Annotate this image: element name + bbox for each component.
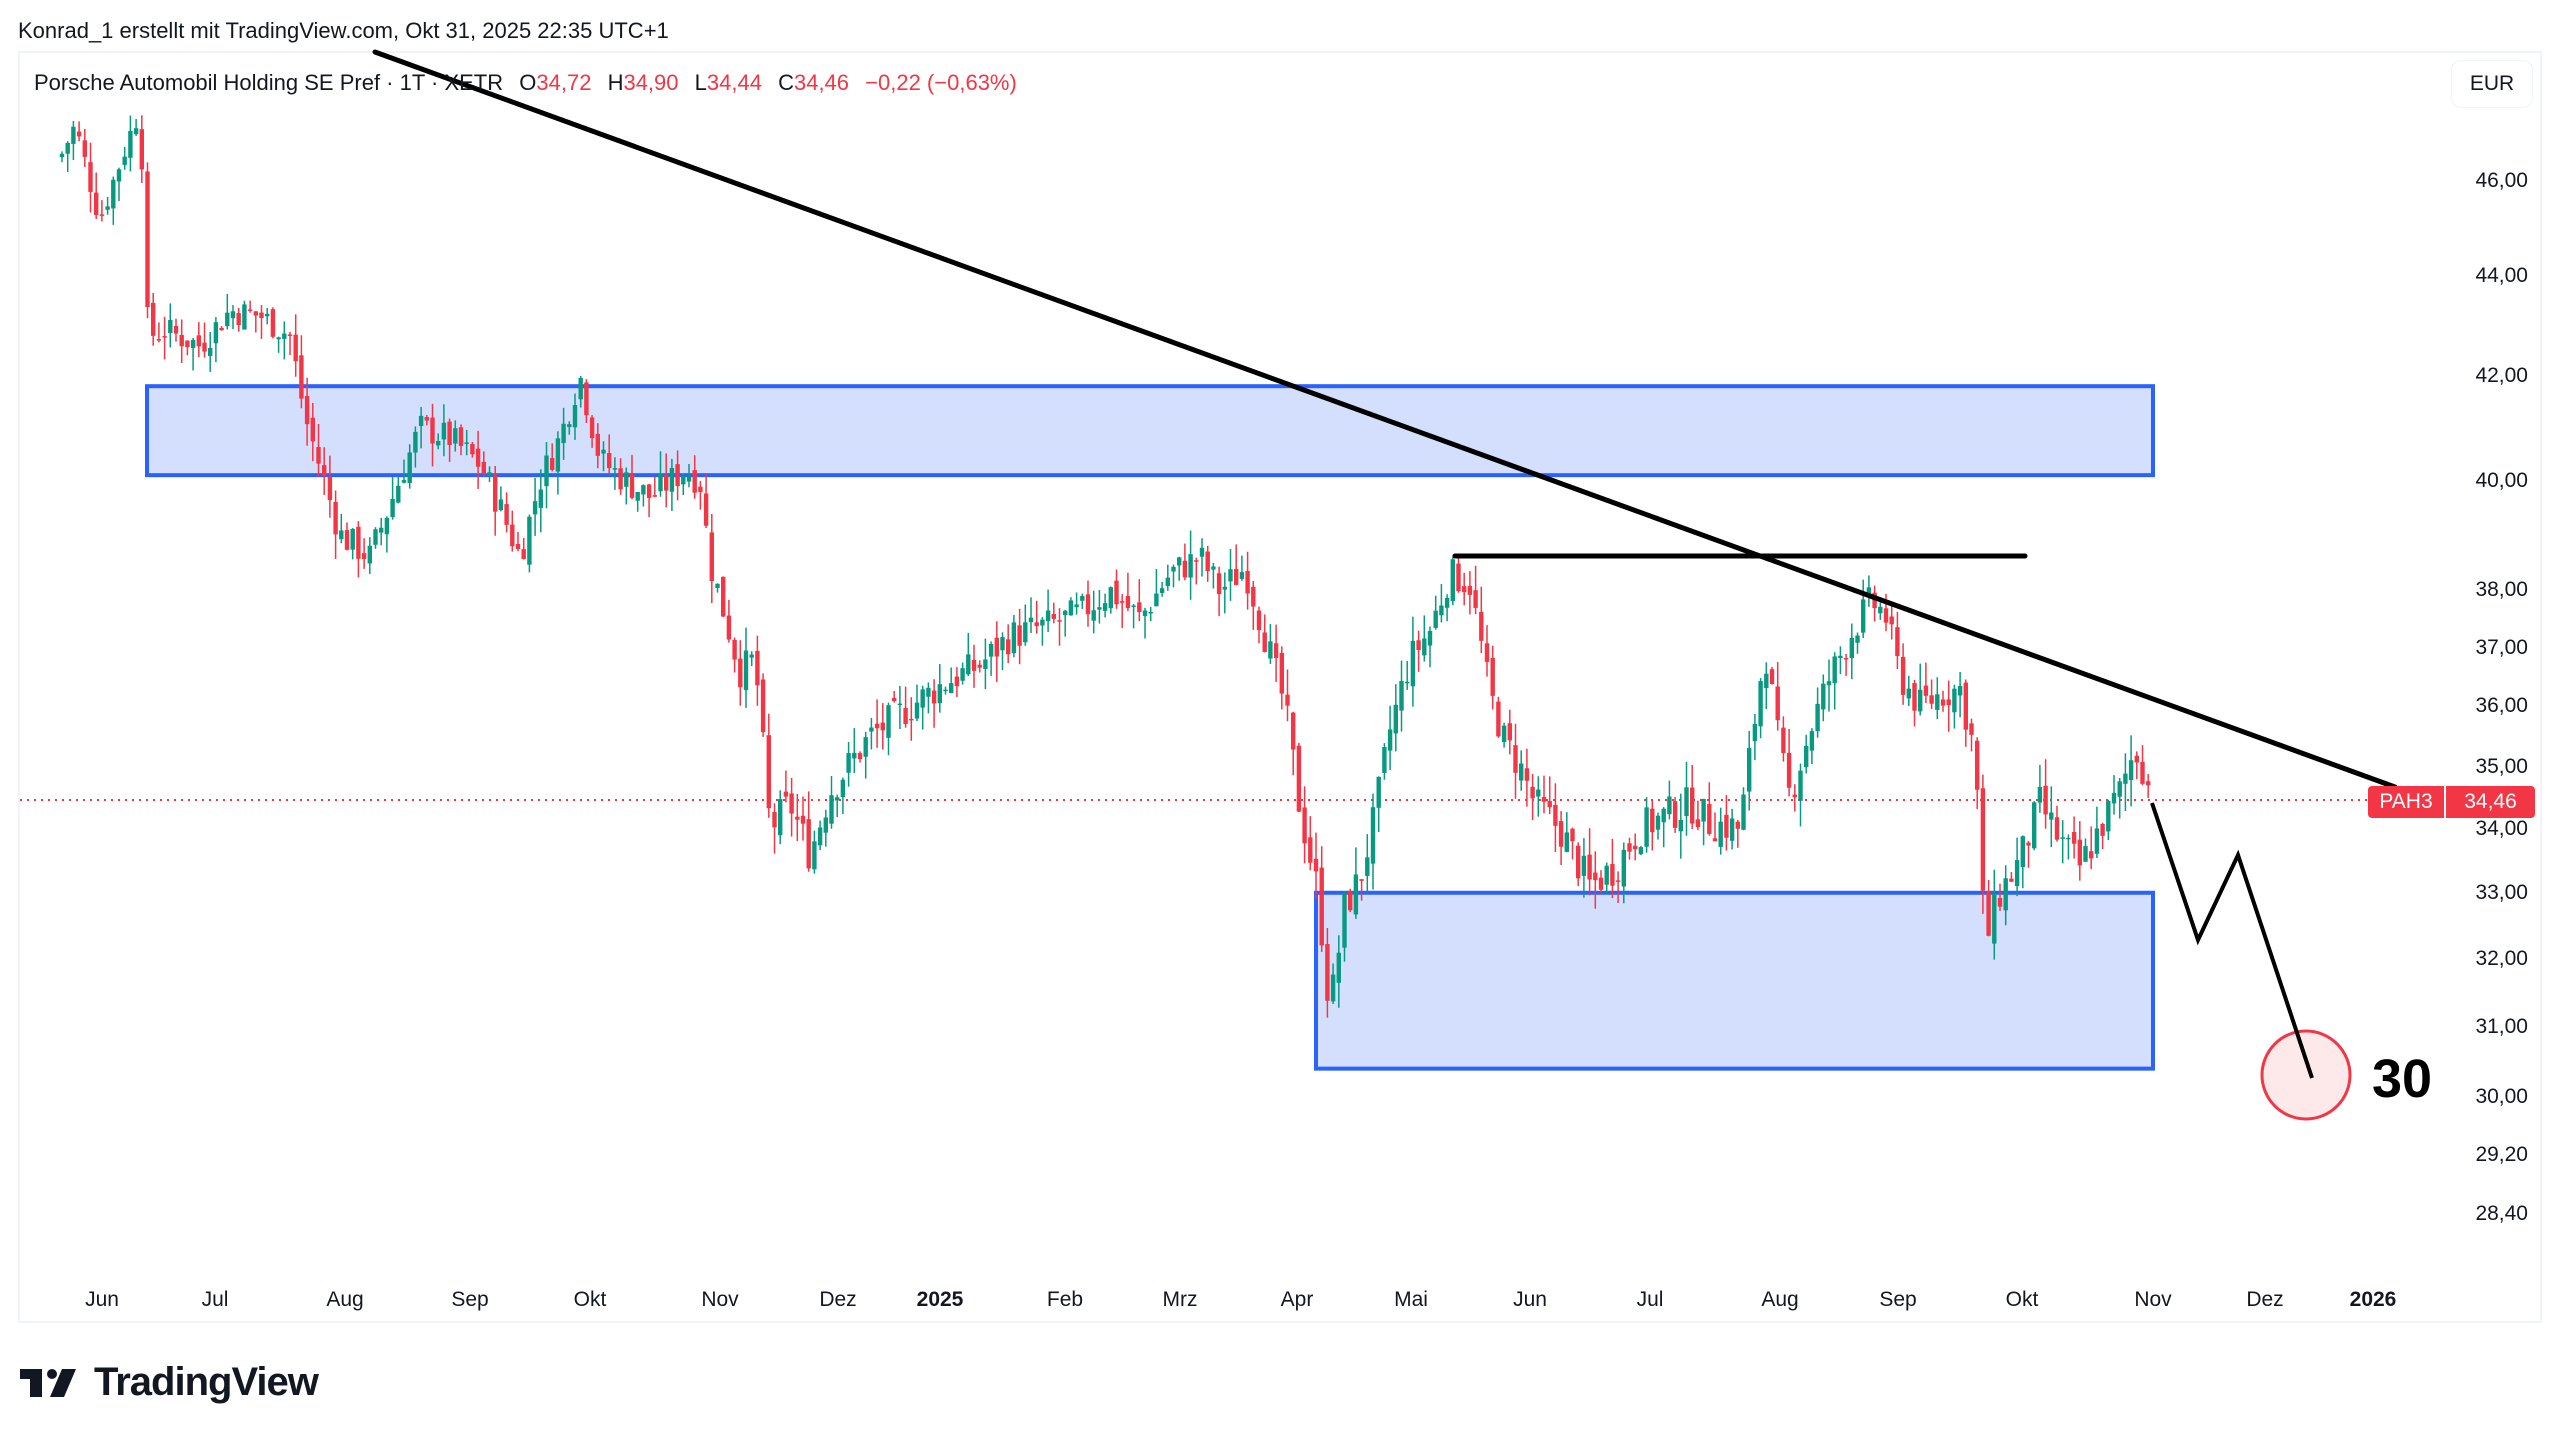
- low-value: 34,44: [706, 70, 762, 95]
- price-tick: 30,00: [2475, 1085, 2528, 1108]
- time-tick: Okt: [2005, 1288, 2039, 1311]
- currency-button[interactable]: EUR: [2451, 60, 2533, 108]
- time-tick: Dez: [819, 1288, 857, 1311]
- symbol-legend: Porsche Automobil Holding SE Pref · 1T ·…: [34, 70, 1017, 96]
- last-price-label: 34,46: [2446, 786, 2535, 818]
- tradingview-logo[interactable]: TradingView: [20, 1360, 319, 1405]
- time-tick: Okt: [573, 1288, 607, 1311]
- target-circle[interactable]: [2260, 1029, 2352, 1121]
- time-tick: Aug: [326, 1288, 364, 1311]
- price-tick: 29,20: [2475, 1142, 2528, 1166]
- time-tick: Apr: [1280, 1288, 1314, 1311]
- price-tick: 46,00: [2475, 169, 2528, 192]
- candlestick-series: [59, 115, 2151, 1018]
- tradingview-logo-icon: [20, 1368, 76, 1397]
- close-key: C: [778, 70, 794, 95]
- price-tick: 42,00: [2475, 363, 2528, 387]
- price-tick: 37,00: [2475, 635, 2528, 659]
- price-tick: 44,00: [2475, 264, 2528, 288]
- lower-support-zone[interactable]: [1314, 890, 2155, 1071]
- low-key: L: [694, 70, 707, 95]
- last-price-symbol-label: PAH3: [2368, 786, 2444, 818]
- time-tick: 2026: [2349, 1288, 2397, 1311]
- time-tick: Sep: [1879, 1288, 1917, 1311]
- descending-trendline[interactable]: [372, 49, 2398, 790]
- price-tick: 40,00: [2475, 468, 2528, 492]
- price-tick: 32,00: [2475, 946, 2528, 970]
- time-tick: Jun: [85, 1288, 119, 1311]
- time-tick: 2025: [916, 1288, 964, 1311]
- target-price-text: 30: [2372, 1049, 2433, 1109]
- time-tick: Mai: [1394, 1288, 1428, 1311]
- price-tick: 33,00: [2475, 880, 2528, 904]
- high-key: H: [607, 70, 624, 95]
- price-tick: 36,00: [2475, 694, 2528, 718]
- projection-path[interactable]: [2150, 802, 2314, 1079]
- close-value: 34,46: [793, 70, 850, 95]
- high-value: 34,90: [623, 70, 679, 95]
- time-tick: Aug: [1761, 1288, 1799, 1311]
- open-value: 34,72: [536, 70, 592, 95]
- price-tick: 38,00: [2475, 578, 2528, 602]
- symbol-name[interactable]: Porsche Automobil Holding SE Pref · 1T ·…: [34, 70, 504, 95]
- change-value: −0,22 (−0,63%): [865, 70, 1017, 95]
- tradingview-logo-text: TradingView: [94, 1360, 319, 1404]
- time-tick: Jun: [1513, 1288, 1547, 1311]
- time-tick: Dez: [2246, 1288, 2284, 1311]
- time-tick: Nov: [2134, 1288, 2172, 1311]
- time-tick: Jul: [201, 1288, 229, 1311]
- time-tick: Jul: [1636, 1288, 1664, 1311]
- time-tick: Mrz: [1162, 1288, 1198, 1311]
- time-tick: Nov: [701, 1288, 739, 1311]
- price-tick: 31,00: [2475, 1014, 2528, 1038]
- open-key: O: [519, 70, 537, 95]
- time-tick: Sep: [451, 1288, 489, 1311]
- price-tick: 35,00: [2475, 754, 2528, 778]
- time-tick: Feb: [1046, 1288, 1084, 1311]
- price-tick: 34,00: [2475, 816, 2528, 840]
- price-tick: 28,40: [2475, 1202, 2528, 1226]
- chart-attribution: Konrad_1 erstellt mit TradingView.com, O…: [18, 18, 669, 43]
- upper-resistance-zone[interactable]: [145, 384, 2155, 478]
